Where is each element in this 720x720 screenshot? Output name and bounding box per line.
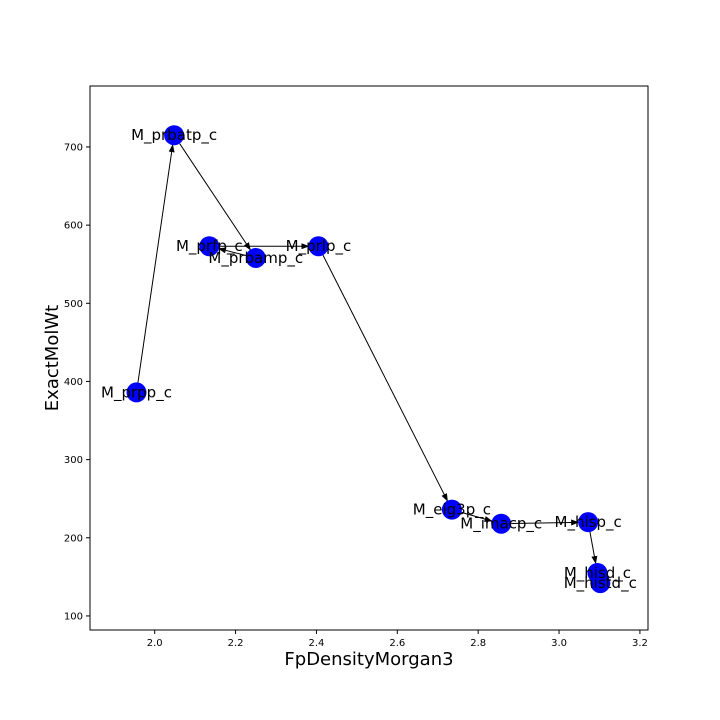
edges-layer bbox=[137, 143, 603, 583]
edge-arrow bbox=[218, 247, 247, 256]
x-axis-ticks: 2.0 2.2 2.4 2.6 2.8 3.0 3.2 bbox=[147, 630, 648, 649]
node-marker bbox=[590, 573, 611, 594]
node-marker bbox=[578, 512, 599, 533]
y-tick-label: 600 bbox=[64, 221, 83, 232]
node-label: M_prpp_c bbox=[101, 383, 172, 402]
node-label: M_eig3p_c bbox=[413, 501, 491, 520]
y-tick-label: 400 bbox=[64, 377, 83, 388]
node-marker bbox=[441, 499, 462, 520]
y-tick-label: 200 bbox=[64, 533, 83, 544]
node-label: M_imacp_c bbox=[460, 515, 542, 534]
edge-arrow bbox=[322, 254, 448, 502]
y-tick-label: 700 bbox=[64, 142, 83, 153]
x-tick-label: 3.2 bbox=[632, 638, 648, 649]
edge-arrow bbox=[589, 531, 598, 565]
node-marker bbox=[491, 513, 512, 534]
node-marker bbox=[126, 382, 147, 403]
plot-frame bbox=[89, 85, 649, 631]
node-label: M_hisd_c bbox=[564, 564, 631, 583]
x-tick-label: 2.2 bbox=[228, 638, 244, 649]
x-tick-label: 2.8 bbox=[470, 638, 486, 649]
x-tick-label: 2.4 bbox=[308, 638, 324, 649]
node-label: M_prbatp_c bbox=[131, 126, 217, 145]
x-tick-label: 2.6 bbox=[389, 638, 405, 649]
y-axis-label: ExactMolWt bbox=[42, 305, 63, 411]
node-labels-layer: M_prpp_c M_prbatp_c M_prbamp_cM_prfp_c M_pr… bbox=[101, 126, 637, 593]
node-label: M_prfp_c bbox=[176, 237, 243, 256]
x-axis-label: FpDensityMorgan3 bbox=[284, 649, 453, 670]
node-marker bbox=[308, 236, 329, 257]
node-marker bbox=[199, 236, 220, 257]
y-axis-ticks: 100 200 300 400 500 600 700 bbox=[64, 142, 90, 622]
node-marker bbox=[245, 247, 266, 268]
y-tick-label: 500 bbox=[64, 299, 83, 310]
edge-arrow bbox=[461, 511, 493, 522]
edge-arrow bbox=[179, 143, 251, 251]
x-tick-label: 2.0 bbox=[147, 638, 163, 649]
node-label: M_prlp_c bbox=[286, 237, 352, 256]
y-tick-label: 100 bbox=[64, 611, 83, 622]
edge-arrow bbox=[137, 144, 175, 383]
node-label: M_hisp_c bbox=[555, 513, 622, 532]
x-tick-label: 3.0 bbox=[551, 638, 567, 649]
node-label: M_prbamp_c bbox=[208, 249, 303, 268]
y-tick-label: 300 bbox=[64, 455, 83, 466]
node-label: M_histd_c bbox=[564, 574, 637, 593]
edge-arrow bbox=[511, 519, 580, 526]
node-marker bbox=[164, 125, 185, 146]
nodes-layer bbox=[126, 125, 611, 594]
